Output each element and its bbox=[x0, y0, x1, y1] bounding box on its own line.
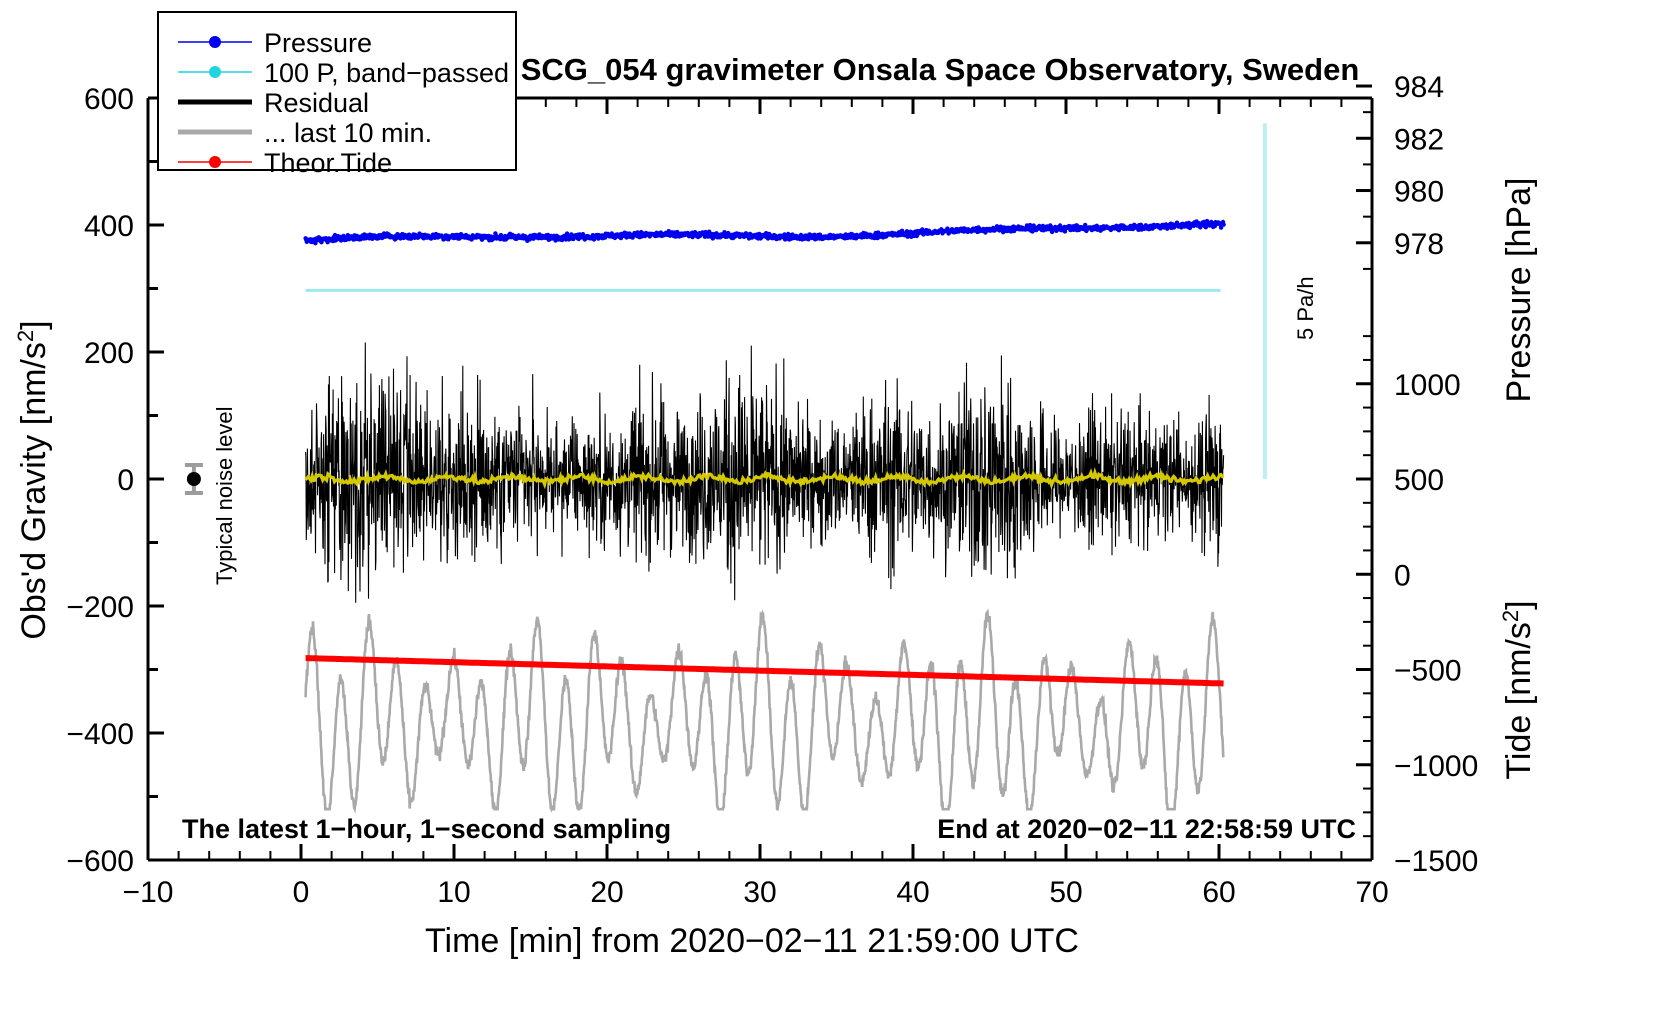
tide-axis-ticks: −1500 −1000 −500 0 500 1000 bbox=[1356, 335, 1478, 878]
pressure-axis-ticks: 978 980 982 984 bbox=[1356, 71, 1444, 270]
y-tick-label: −200 bbox=[66, 591, 134, 624]
x-axis-ticks: −10 0 10 20 30 40 50 60 70 bbox=[123, 844, 1389, 909]
tide-tick-label: −500 bbox=[1394, 655, 1462, 688]
x-tick-label: 0 bbox=[293, 876, 310, 909]
tide-axis-title: Tide [nm/s2] bbox=[1498, 600, 1539, 779]
y-tick-label: 0 bbox=[117, 464, 134, 497]
pressure-tick-label: 984 bbox=[1394, 71, 1444, 104]
legend-label: 100 P, band−passed bbox=[264, 58, 509, 88]
x-tick-label: 60 bbox=[1202, 876, 1235, 909]
smoothed-residual-trace bbox=[304, 467, 1225, 490]
x-tick-label: 50 bbox=[1049, 876, 1082, 909]
tide-tick-label: 500 bbox=[1394, 464, 1444, 497]
tide-tick-label: 0 bbox=[1394, 559, 1411, 592]
y-axis-left-title: Obs'd Gravity [nm/s2] bbox=[13, 320, 54, 639]
typical-noise-level-label: Typical noise level bbox=[212, 406, 237, 585]
x-tick-label: −10 bbox=[123, 876, 174, 909]
x-tick-label: 40 bbox=[896, 876, 929, 909]
legend-label: Pressure bbox=[264, 28, 372, 58]
legend-label: ... last 10 min. bbox=[264, 118, 432, 148]
residual-trace bbox=[305, 342, 1225, 603]
y-tick-label: 200 bbox=[84, 337, 134, 370]
legend-item[interactable]: Residual bbox=[178, 88, 369, 118]
y-axis-left-ticks: −600 −400 −200 0 200 400 600 bbox=[66, 83, 164, 878]
y-tick-label: −400 bbox=[66, 718, 134, 751]
legend-label: Residual bbox=[264, 88, 369, 118]
legend-label: Theor.Tide bbox=[264, 148, 392, 178]
tide-tick-label: −1500 bbox=[1394, 845, 1478, 878]
pressure-tick-label: 978 bbox=[1394, 228, 1444, 261]
tide-tick-label: −1000 bbox=[1394, 750, 1478, 783]
x-tick-label: 30 bbox=[743, 876, 776, 909]
pressure-tick-label: 982 bbox=[1394, 123, 1444, 156]
x-tick-label: 70 bbox=[1355, 876, 1388, 909]
pressure-axis-title: Pressure [hPa] bbox=[1500, 178, 1538, 403]
y-tick-label: 600 bbox=[84, 83, 134, 116]
tide-tick-label: 1000 bbox=[1394, 369, 1461, 402]
y-tick-label: 400 bbox=[84, 210, 134, 243]
x-axis-title: Time [min] from 2020−02−11 21:59:00 UTC bbox=[425, 922, 1079, 960]
legend-item[interactable]: Pressure bbox=[178, 28, 372, 58]
legend-item[interactable]: ... last 10 min. bbox=[178, 118, 432, 148]
legend-item[interactable]: 100 P, band−passed bbox=[178, 58, 509, 88]
y-tick-label: −600 bbox=[66, 845, 134, 878]
annotation-bottom-left: The latest 1−hour, 1−second sampling bbox=[182, 814, 671, 844]
annotation-bottom-right: End at 2020−02−11 22:58:59 UTC bbox=[937, 814, 1356, 844]
last-10-min-trace bbox=[304, 608, 1225, 814]
typical-noise-errorbar bbox=[184, 463, 203, 495]
theoretical-tide-trace bbox=[305, 655, 1224, 687]
scale-bar-label: 5 Pa/h bbox=[1293, 276, 1318, 340]
pressure-tick-label: 980 bbox=[1394, 176, 1444, 209]
x-tick-label: 20 bbox=[590, 876, 623, 909]
chart-title: SCG_054 gravimeter Onsala Space Observat… bbox=[521, 52, 1360, 87]
data-traces bbox=[303, 218, 1226, 814]
x-tick-label: 10 bbox=[437, 876, 470, 909]
pressure-scatter bbox=[303, 218, 1226, 246]
legend-item[interactable]: Theor.Tide bbox=[178, 148, 392, 178]
